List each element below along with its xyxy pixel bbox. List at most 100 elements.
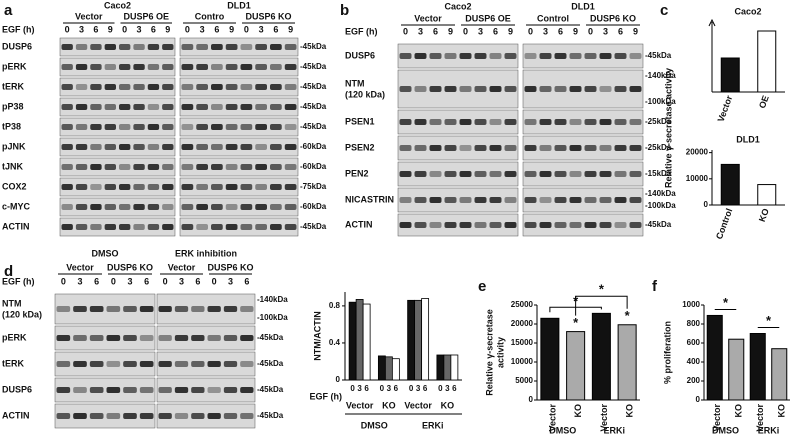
axis-arrow [708,18,716,27]
time-label: 6 [214,24,219,34]
blot-band [225,204,238,210]
blot-band [147,104,160,110]
blot-band [181,104,194,110]
blot-band [56,335,71,341]
size-marker: -75kDa [300,182,327,191]
row-label: NTM [2,298,22,308]
time-label: 6 [144,276,149,286]
time-axis-label: EGF (h) [2,24,35,34]
blot-band [240,306,254,312]
bar [706,314,723,401]
blot-band [123,361,137,367]
blot-band [599,171,612,177]
time-label: 6 [93,24,98,34]
blot-band [75,164,88,170]
blot-band [270,64,282,70]
bar [384,356,393,381]
size-marker: -45kDa [300,222,327,231]
blot-band [104,184,116,190]
blot-band [158,361,172,367]
group-label: Vector [346,400,374,410]
group-label: DUSP6 KO [245,11,291,21]
blot-band [90,124,102,130]
row-label: COX2 [2,181,27,191]
group-label: KO [441,400,455,410]
bar [591,312,611,401]
x-tick-label: Control [714,207,734,240]
blot-band [474,53,487,59]
time-label: 6 [558,26,563,36]
blot-band [181,144,194,150]
blot-band [629,145,642,151]
row-label: pP38 [2,101,24,111]
blot-band [284,144,297,150]
blot-band [147,144,160,150]
time-label: 0 [244,24,249,34]
blot-band [444,53,457,59]
blot-band [158,387,172,393]
y-tick-label: 200 [687,376,701,385]
row-label: (120 kDa) [345,89,385,99]
size-marker: -45kDa [645,51,672,60]
blot-strip [179,117,299,137]
blot-band [75,144,88,150]
blot-band [539,171,552,177]
time-label: 0 [122,24,127,34]
blot-band [56,413,71,419]
y-tick-label: 800 [687,319,701,328]
blot-band [211,184,223,190]
blot-band [524,222,537,228]
group-label: DUSP6 KO [107,262,153,272]
blot-band [211,224,223,230]
blot-band [106,306,121,312]
blot-band [444,197,457,203]
blot-band [399,53,412,59]
blot-band [196,44,208,50]
blot-band [554,119,567,125]
blot-band [162,204,174,210]
size-marker: -100kDa [257,313,288,322]
blot-band [255,204,267,210]
bar [566,331,586,401]
blot-header: Caco2 [104,0,131,10]
time-label: 0 [212,276,217,286]
blot-band [225,224,238,230]
blot-band [139,335,154,341]
blot-band [629,171,642,177]
annotation: * [573,315,579,330]
blot-band [599,145,612,151]
blot-band [223,306,238,312]
blot-band [158,335,172,341]
panel-label: b [340,2,349,19]
blot-band [489,222,502,228]
blot-band [104,224,116,230]
blot-band [191,335,205,341]
y-tick-label: 0 [704,200,709,209]
y-tick-label: 0.8 [329,301,341,310]
blot-band [504,197,517,203]
blot-band [211,64,223,70]
blot-band [73,387,87,393]
blot-band [119,164,131,170]
blot-band [399,197,412,203]
blot-band [139,361,154,367]
blot-band [225,164,238,170]
panel-label: d [4,263,13,280]
blot-band [225,64,238,70]
blot-band [614,171,627,177]
size-marker: -45kDa [300,82,327,91]
blot-band [554,222,567,228]
blot-band [133,64,145,70]
blot-band [225,184,238,190]
blot-band [474,119,487,125]
panel-label: e [478,278,486,295]
blot-band [524,171,537,177]
blot-band [181,64,194,70]
blot-band [444,171,457,177]
blot-band [524,145,537,151]
row-label: tERK [2,358,24,368]
blot-band [569,222,582,228]
group-label: Vector [404,400,432,410]
bar [362,303,371,381]
blot-band [75,124,88,130]
